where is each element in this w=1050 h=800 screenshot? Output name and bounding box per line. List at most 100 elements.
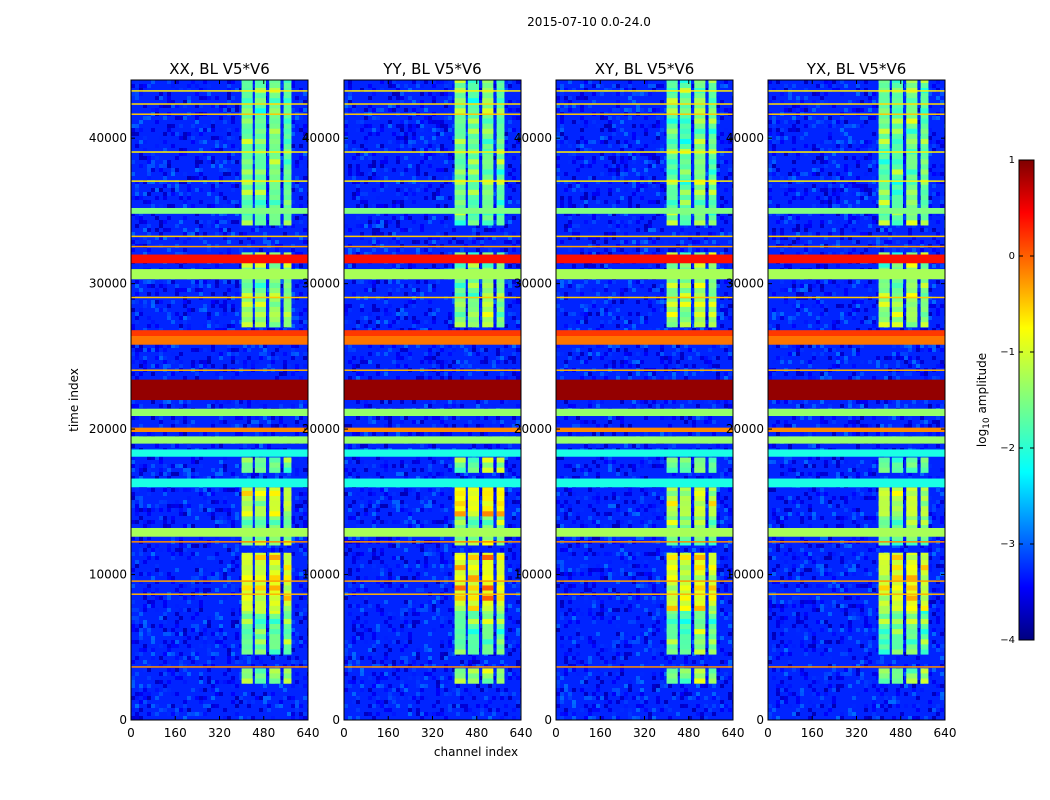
noise-cell — [199, 292, 203, 296]
noise-cell — [267, 356, 271, 360]
signal-stripe — [269, 138, 281, 144]
noise-cell — [516, 456, 520, 460]
noise-cell — [512, 472, 516, 476]
noise-cell — [135, 356, 139, 360]
noise-cell — [223, 456, 227, 460]
noise-cell — [227, 80, 231, 84]
noise-cell — [468, 548, 472, 552]
noise-cell — [291, 300, 295, 304]
noise-cell — [364, 320, 368, 324]
noise-cell — [295, 216, 299, 220]
noise-cell — [448, 216, 452, 220]
noise-cell — [396, 92, 400, 96]
noise-cell — [231, 300, 235, 304]
noise-cell — [131, 716, 135, 720]
noise-cell — [231, 520, 235, 524]
noise-cell — [227, 292, 231, 296]
noise-cell — [135, 352, 139, 356]
noise-cell — [283, 352, 287, 356]
noise-cell — [139, 624, 143, 628]
noise-cell — [516, 496, 520, 500]
noise-cell — [348, 476, 352, 480]
noise-cell — [147, 712, 151, 716]
noise-cell — [420, 360, 424, 364]
noise-cell — [227, 168, 231, 172]
noise-cell — [299, 216, 303, 220]
noise-cell — [440, 152, 444, 156]
noise-cell — [508, 128, 512, 132]
noise-cell — [275, 656, 279, 660]
noise-cell — [352, 148, 356, 152]
noise-cell — [167, 92, 171, 96]
noise-cell — [412, 192, 416, 196]
noise-cell — [231, 160, 235, 164]
noise-cell — [151, 300, 155, 304]
noise-cell — [159, 308, 163, 312]
noise-cell — [219, 128, 223, 132]
noise-cell — [155, 564, 159, 568]
noise-cell — [396, 312, 400, 316]
noise-cell — [504, 544, 508, 548]
noise-cell — [448, 324, 452, 328]
noise-cell — [227, 576, 231, 580]
noise-cell — [183, 432, 187, 436]
noise-cell — [436, 232, 440, 236]
noise-cell — [279, 652, 283, 656]
noise-cell — [163, 524, 167, 528]
noise-cell — [400, 312, 404, 316]
signal-stripe — [254, 312, 266, 318]
noise-cell — [464, 352, 468, 356]
noise-cell — [388, 496, 392, 500]
noise-cell — [267, 192, 271, 196]
noise-cell — [356, 320, 360, 324]
noise-cell — [207, 316, 211, 320]
noise-cell — [299, 204, 303, 208]
noise-cell — [139, 120, 143, 124]
noise-cell — [279, 156, 283, 160]
noise-cell — [251, 472, 255, 476]
signal-stripe — [254, 605, 266, 611]
noise-cell — [396, 188, 400, 192]
noise-cell — [464, 152, 468, 156]
noise-cell — [376, 500, 380, 504]
noise-cell — [364, 536, 368, 540]
noise-cell — [163, 688, 167, 692]
noise-cell — [167, 164, 171, 168]
noise-cell — [155, 608, 159, 612]
noise-cell — [295, 176, 299, 180]
noise-cell — [392, 132, 396, 136]
noise-cell — [239, 280, 243, 284]
noise-cell — [227, 152, 231, 156]
noise-cell — [424, 136, 428, 140]
noise-cell — [159, 352, 163, 356]
noise-cell — [504, 252, 508, 256]
noise-cell — [400, 400, 404, 404]
noise-cell — [211, 516, 215, 520]
noise-cell — [191, 124, 195, 128]
noise-cell — [484, 228, 488, 232]
noise-cell — [448, 572, 452, 576]
noise-cell — [464, 560, 468, 564]
noise-cell — [356, 192, 360, 196]
noise-cell — [251, 716, 255, 720]
noise-cell — [344, 120, 348, 124]
noise-cell — [143, 236, 147, 240]
noise-cell — [171, 192, 175, 196]
noise-cell — [251, 216, 255, 220]
noise-cell — [420, 420, 424, 424]
noise-cell — [131, 500, 135, 504]
noise-cell — [203, 696, 207, 700]
noise-cell — [303, 352, 307, 356]
noise-cell — [448, 156, 452, 160]
noise-cell — [512, 168, 516, 172]
noise-cell — [492, 328, 496, 332]
noise-cell — [299, 252, 303, 256]
noise-cell — [444, 508, 448, 512]
noise-cell — [187, 712, 191, 716]
noise-cell — [436, 188, 440, 192]
noise-cell — [364, 596, 368, 600]
noise-cell — [191, 628, 195, 632]
noise-cell — [227, 240, 231, 244]
signal-stripe — [241, 312, 253, 318]
noise-cell — [155, 504, 159, 508]
